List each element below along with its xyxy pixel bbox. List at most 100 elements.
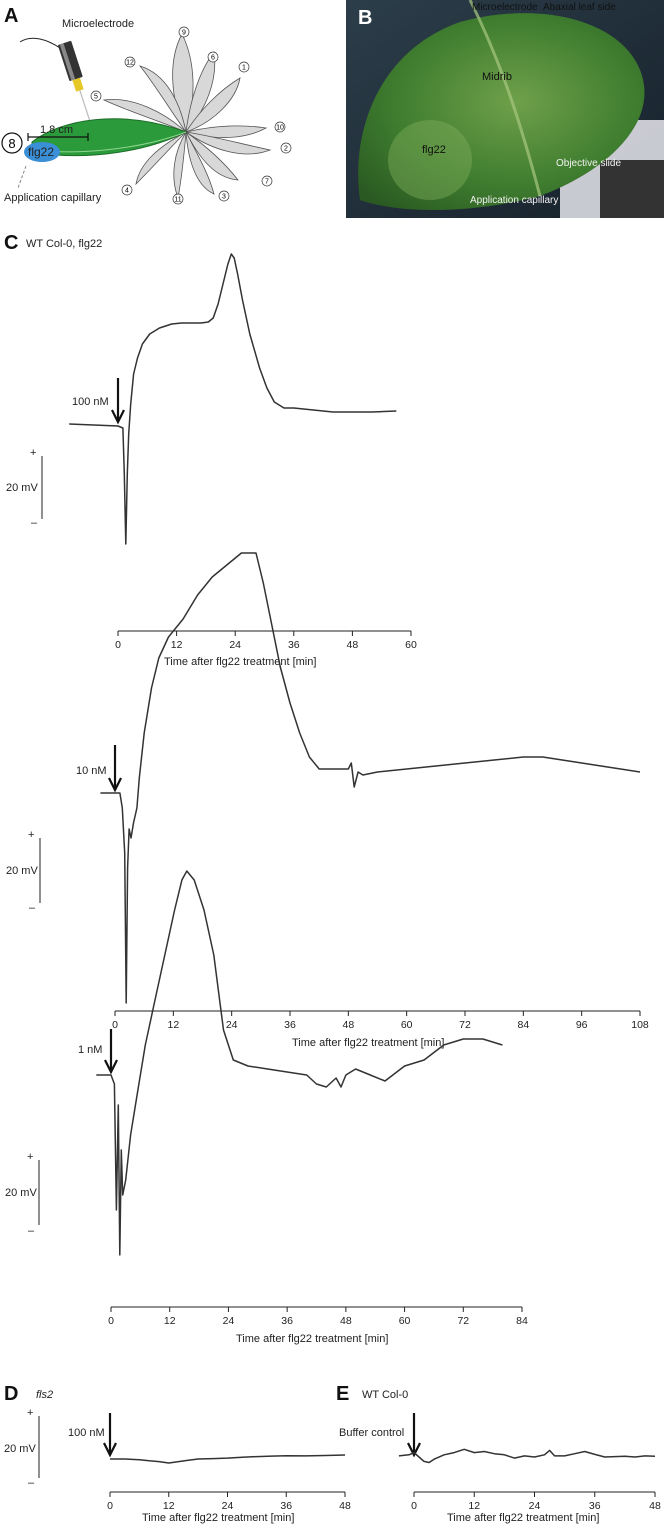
panel-b-label: B: [358, 7, 372, 29]
c1-xtick-label: 0: [115, 639, 121, 651]
c3-xtick-label: 84: [516, 1315, 528, 1327]
panel-a-label: A: [4, 5, 18, 27]
c2-xtick-label: 0: [112, 1019, 118, 1031]
d-xtick-label: 12: [163, 1500, 175, 1512]
svg-text:12: 12: [126, 60, 134, 67]
leaf-photo: [358, 13, 645, 211]
flg22-label: flg22: [28, 145, 54, 159]
panel-e-label: E: [336, 1383, 349, 1405]
c1-trace: [69, 253, 397, 545]
c3-xtick-label: 48: [340, 1315, 352, 1327]
e-xtick-label: 0: [411, 1500, 417, 1512]
chart-c1: + – 20 mV 100 nM 0 12 24 36 48 60 Time after …: [6, 253, 417, 668]
d-plot: 0 12 24 36 48: [107, 1454, 351, 1512]
leaf-number-8-label: 8: [8, 136, 15, 151]
svg-text:6: 6: [211, 55, 215, 62]
c1-scale-label: 20 mV: [6, 482, 38, 494]
d-treatment-label: 100 nM: [68, 1427, 105, 1439]
svg-text:11: 11: [174, 197, 181, 204]
svg-text:9: 9: [182, 30, 186, 37]
svg-text:4: 4: [125, 188, 129, 195]
e-xlabel: Time after flg22 treatment [min]: [447, 1512, 599, 1524]
c2-scale-label: 20 mV: [6, 865, 38, 877]
d-xtick-label: 24: [222, 1500, 234, 1512]
c1-treatment-label: 100 nM: [72, 396, 109, 408]
panel-d: D fls2 + – 20 mV 100 nM 0 12 24 36 48 Time a…: [4, 1383, 351, 1524]
panel-e: E WT Col-0 Buffer control 0 12 24 36 48 Time…: [336, 1383, 661, 1524]
objective-slide-label: Objective slide: [556, 158, 621, 169]
d-scale-plus: +: [27, 1407, 33, 1419]
midrib-line: [468, 0, 542, 197]
c2-scale-bar: + – 20 mV: [6, 829, 41, 914]
c2-xtick-label: 72: [459, 1019, 471, 1031]
chart-c2: + – 20 mV 10 nM 0 12 24 36 48 60 72 84 96 108 Tim…: [6, 552, 649, 1049]
panel-c-title: WT Col-0, flg22: [26, 238, 102, 250]
c3-scale-plus: +: [27, 1151, 33, 1163]
c3-plot: 0 12 24 36 48 60 72 84: [96, 870, 528, 1327]
c1-scale-minus: –: [31, 517, 38, 529]
electrode-wire: [19, 37, 61, 49]
d-xlabel: Time after flg22 treatment [min]: [142, 1512, 294, 1524]
c2-xtick-label: 24: [226, 1019, 238, 1031]
c3-scale-label: 20 mV: [5, 1187, 37, 1199]
leaf-number-8: [1, 132, 23, 154]
photo-microelectrode-label: Microelectrode: [472, 2, 538, 13]
c1-xtick-label: 60: [405, 639, 417, 651]
c2-xtick-label: 84: [517, 1019, 529, 1031]
microelectrode-label: Microelectrode: [62, 18, 134, 30]
d-xtick-label: 48: [339, 1500, 351, 1512]
c2-plot: 0 12 24 36 48 60 72 84 96 108: [100, 552, 649, 1031]
c2-xlabel: Time after flg22 treatment [min]: [292, 1037, 444, 1049]
e-plot: 0 12 24 36 48: [398, 1448, 661, 1512]
c2-xtick-label: 36: [284, 1019, 296, 1031]
d-scale-bar: + – 20 mV: [4, 1407, 40, 1489]
c2-scale-minus: –: [29, 902, 36, 914]
c1-scale-bar: + – 20 mV: [6, 447, 43, 529]
chart-c3: + – 20 mV 1 nM 0 12 24 36 48 60 72 84 Time afte…: [5, 870, 528, 1345]
c2-xtick-label: 96: [576, 1019, 588, 1031]
panel-a: A Microelectrode flg22: [1, 5, 292, 205]
c2-scale-plus: +: [28, 829, 34, 841]
c3-xtick-label: 24: [223, 1315, 235, 1327]
c3-scale-minus: –: [28, 1225, 35, 1237]
c2-xtick-label: 48: [342, 1019, 354, 1031]
e-treatment-label: Buffer control: [339, 1427, 404, 1439]
c2-xtick-label: 108: [631, 1019, 649, 1031]
c2-xtick-label: 60: [401, 1019, 413, 1031]
c3-xtick-label: 60: [399, 1315, 411, 1327]
panel-c-label: C: [4, 232, 18, 254]
panel-d-label: D: [4, 1383, 18, 1405]
photo-flg22-label: flg22: [422, 144, 446, 156]
e-xtick-label: 12: [468, 1500, 480, 1512]
d-xtick-label: 36: [280, 1500, 292, 1512]
d-xtick-label: 0: [107, 1500, 113, 1512]
c3-trace: [96, 870, 503, 1256]
c3-xtick-label: 0: [108, 1315, 114, 1327]
svg-text:3: 3: [222, 194, 226, 201]
c3-scale-bar: + – 20 mV: [5, 1151, 40, 1237]
c1-xlabel: Time after flg22 treatment [min]: [164, 656, 316, 668]
c1-plot: 0 12 24 36 48 60: [69, 253, 417, 651]
panel-d-title: fls2: [36, 1389, 53, 1401]
photo-capillary-label: Application capillary: [470, 195, 558, 206]
capillary-label: Application capillary: [4, 192, 102, 204]
e-xtick-label: 48: [649, 1500, 661, 1512]
panel-b: B Microelectrode Abaxial leaf side Midri…: [346, 0, 664, 218]
c1-scale-plus: +: [30, 447, 36, 459]
d-scale-label: 20 mV: [4, 1443, 36, 1455]
abaxial-label: Abaxial leaf side: [543, 2, 616, 13]
svg-text:1: 1: [242, 65, 246, 72]
flg22-spot: [388, 120, 472, 200]
c3-xtick-label: 72: [457, 1315, 469, 1327]
c2-treatment-label: 10 nM: [76, 765, 107, 777]
c3-xtick-label: 12: [164, 1315, 176, 1327]
c1-xtick-label: 12: [171, 639, 183, 651]
panel-e-title: WT Col-0: [362, 1389, 408, 1401]
c2-trace: [100, 552, 641, 1004]
svg-text:10: 10: [276, 125, 284, 132]
leaf-number-badges: 1 2 3 4 5 6 7 9 10 11 12: [90, 26, 292, 205]
d-scale-minus: –: [28, 1477, 35, 1489]
c1-xtick-label: 24: [229, 639, 241, 651]
c3-xtick-label: 36: [281, 1315, 293, 1327]
